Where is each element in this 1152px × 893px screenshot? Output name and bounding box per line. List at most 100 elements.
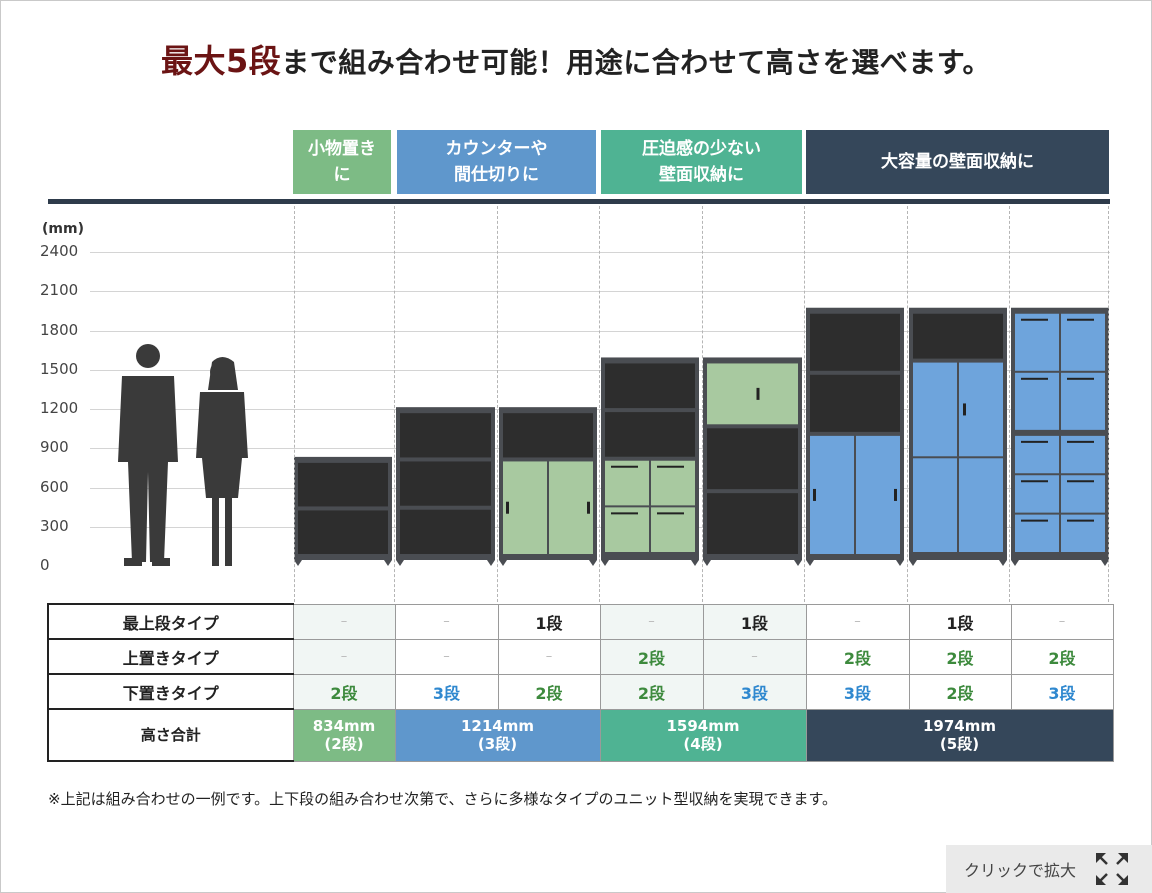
cabinet-door bbox=[856, 435, 900, 554]
y-tick-label: 1200 bbox=[40, 399, 79, 417]
category-wall-large: 大容量の壁面収納に bbox=[806, 130, 1109, 194]
cabinet-leg bbox=[487, 560, 495, 566]
locker-door bbox=[651, 507, 695, 552]
person-leg bbox=[212, 498, 219, 566]
locker-door bbox=[1015, 372, 1059, 430]
cabinet-leg bbox=[589, 560, 597, 566]
door-handle bbox=[587, 501, 590, 514]
total-height-cell: 1594mm (4段) bbox=[599, 708, 807, 762]
y-tick-label: 2100 bbox=[40, 281, 79, 300]
cabinet-leg bbox=[1101, 560, 1109, 566]
total-tiers: (2段) bbox=[324, 735, 364, 753]
headline-text: まで組み合わせ可能！用途に合わせて高さを選べます。 bbox=[281, 46, 991, 79]
open-shelf bbox=[707, 493, 798, 554]
locker-door bbox=[1061, 313, 1105, 371]
cabinet-leg bbox=[909, 560, 917, 566]
table-cell: 2段 bbox=[1010, 638, 1114, 675]
column-divider bbox=[599, 206, 600, 602]
table-cell: 2段 bbox=[292, 673, 396, 710]
open-shelf bbox=[707, 428, 798, 490]
gridline bbox=[90, 526, 1110, 528]
person-silhouette bbox=[196, 392, 248, 498]
person-hair bbox=[208, 357, 238, 390]
gridline bbox=[90, 487, 1110, 489]
expand-icon bbox=[1096, 853, 1129, 885]
table-row: 下置きタイプ 2段 3段 2段 2段 3段 3段 2段 3段 bbox=[47, 673, 1114, 710]
footnote: ※上記は組み合わせの一例です。上下段の組み合わせ次第で、さらに多様なタイプのユニ… bbox=[48, 790, 837, 808]
category-counter: カウンターや 間仕切りに bbox=[397, 130, 596, 194]
gridline bbox=[90, 369, 1110, 371]
gridline bbox=[90, 409, 1110, 410]
table-cell: – bbox=[292, 638, 396, 675]
category-label: 壁面収納に bbox=[659, 165, 744, 185]
table-row: 最上段タイプ – –1段 –1段 –1段 – bbox=[47, 603, 1114, 640]
locker-slot bbox=[611, 465, 638, 468]
total-tiers: (4段) bbox=[683, 735, 723, 753]
cabinet-leg bbox=[896, 560, 904, 566]
cabinet-leg bbox=[794, 560, 802, 566]
y-tick-label: 1800 bbox=[40, 320, 79, 339]
person-head bbox=[136, 344, 160, 368]
table-row: 上置きタイプ – – –2段 –2段 2段 2段 bbox=[47, 638, 1114, 675]
table-cell: 3段 bbox=[805, 673, 910, 710]
row-label: 下置きタイプ bbox=[47, 673, 294, 710]
table-row-total: 高さ合計 834mm (2段) 1214mm (3段) 1594mm (4段) 1974mm(… bbox=[47, 708, 1114, 762]
cabinet-leg bbox=[396, 560, 404, 566]
category-label: 間仕切りに bbox=[454, 165, 539, 185]
table-cell: 2段 bbox=[497, 673, 601, 710]
headline: 最大5段まで組み合わせ可能！用途に合わせて高さを選べます。 bbox=[0, 36, 1152, 82]
cabinet-door bbox=[549, 461, 593, 554]
column-divider bbox=[702, 206, 703, 602]
cabinet-leg bbox=[806, 560, 814, 566]
category-label: 圧迫感の少ない bbox=[642, 139, 761, 159]
door-handle bbox=[894, 488, 897, 501]
table-cell: – bbox=[702, 638, 807, 675]
door-handle bbox=[963, 403, 966, 416]
locker-slot bbox=[1021, 440, 1048, 443]
total-height-cell: 1974mm (5段) bbox=[805, 708, 1114, 762]
y-axis-unit: (mm) bbox=[42, 221, 84, 237]
cabinet-door bbox=[959, 362, 1003, 457]
column-divider bbox=[294, 206, 295, 602]
locker-slot bbox=[1021, 480, 1048, 483]
headline-accent: 最大5段 bbox=[161, 42, 282, 80]
cabinet-leg bbox=[1011, 560, 1019, 566]
locker-door bbox=[651, 460, 695, 506]
category-label: 大容量の壁面収納に bbox=[881, 152, 1034, 172]
cabinet-leg bbox=[691, 560, 699, 566]
locker-door bbox=[605, 507, 649, 552]
cabinet-door bbox=[707, 363, 798, 425]
gridline bbox=[90, 448, 1110, 450]
locker-slot bbox=[1067, 318, 1094, 321]
y-tick-label: 600 bbox=[40, 477, 69, 496]
locker-slot bbox=[611, 512, 638, 515]
table-cell: 1段 bbox=[702, 603, 807, 640]
y-tick-label: 300 bbox=[40, 516, 69, 535]
gridline bbox=[90, 330, 1110, 332]
locker-slot bbox=[1021, 377, 1048, 380]
total-mm: 834mm bbox=[312, 717, 376, 735]
open-shelf bbox=[400, 461, 491, 506]
locker-slot bbox=[1067, 480, 1094, 483]
total-tiers: (5段) bbox=[939, 735, 980, 753]
table-cell: – bbox=[394, 638, 499, 675]
table-cell: – bbox=[497, 638, 601, 675]
gridline bbox=[90, 252, 1110, 253]
category-wall-low: 圧迫感の少ない 壁面収納に bbox=[601, 130, 802, 194]
table-cell: 3段 bbox=[394, 673, 499, 710]
column-divider bbox=[1108, 206, 1109, 602]
header-rule bbox=[48, 199, 1110, 204]
person-shoe bbox=[124, 558, 142, 566]
y-tick-label: 2400 bbox=[40, 242, 79, 260]
door-handle bbox=[813, 488, 816, 501]
zoom-button[interactable]: クリックで拡大 bbox=[946, 845, 1152, 893]
locker-slot bbox=[1021, 519, 1048, 522]
locker-door bbox=[605, 460, 649, 506]
cabinet-leg bbox=[499, 560, 507, 566]
column-divider bbox=[907, 206, 908, 602]
open-shelf bbox=[810, 313, 900, 371]
column-divider bbox=[497, 206, 498, 602]
gridline bbox=[90, 291, 1110, 293]
door-handle bbox=[506, 501, 509, 514]
cabinet-chart bbox=[118, 307, 1109, 566]
